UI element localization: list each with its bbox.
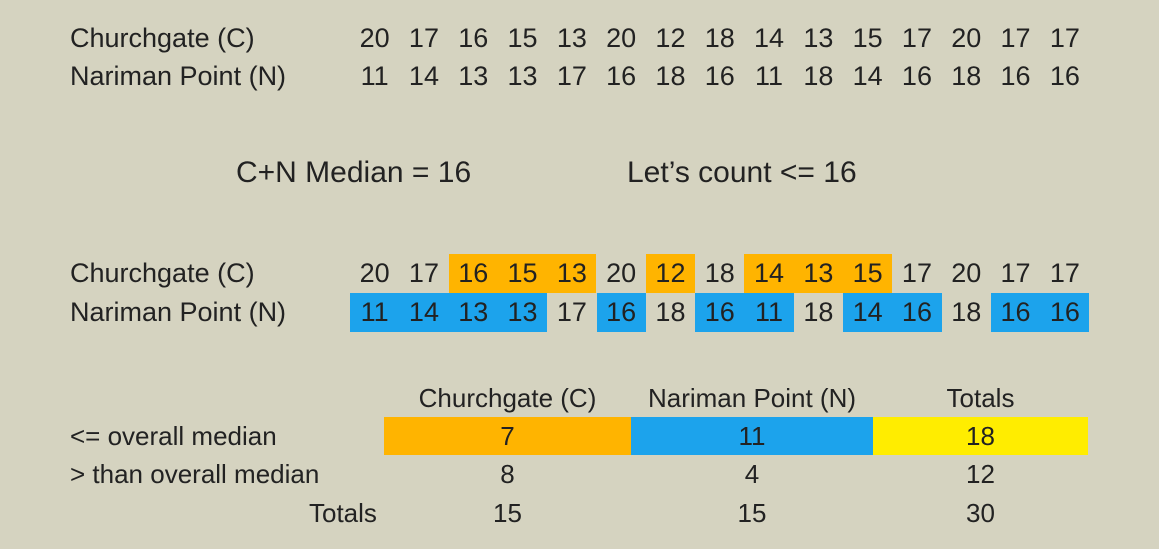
value-cell: 15	[497, 254, 548, 293]
table-header-row: Churchgate (C) Nariman Point (N) Totals	[0, 379, 1159, 417]
value-cell: 18	[655, 61, 686, 91]
value-cell: 16	[606, 61, 637, 91]
value-cell: 13	[803, 23, 834, 53]
value-cell: 16	[990, 293, 1041, 332]
cell-totals-nariman: 15	[737, 498, 767, 528]
cell-below-churchgate: 7	[384, 417, 631, 455]
value-cell: 13	[507, 61, 538, 91]
value-cell: 17	[556, 61, 587, 91]
value-cell: 17	[1049, 258, 1080, 288]
value-cell: 17	[901, 23, 932, 53]
value-cell: 17	[556, 297, 587, 327]
median-statement: C+N Median = 16	[236, 156, 472, 189]
value-cell: 20	[359, 23, 390, 53]
value-cell: 15	[843, 254, 893, 293]
value-cell: 11	[744, 293, 794, 332]
cell-below-totals: 18	[873, 417, 1088, 455]
value-cell: 14	[399, 293, 449, 332]
value-cell: 18	[704, 23, 735, 53]
value-cell: 16	[901, 61, 932, 91]
value-cell: 20	[951, 23, 982, 53]
cell-totals-totals: 30	[966, 498, 995, 528]
highlight-churchgate-label: Churchgate (C)	[70, 258, 255, 288]
cell-above-nariman: 4	[744, 459, 760, 489]
highlight-nariman-label: Nariman Point (N)	[70, 297, 287, 327]
value-cell: 11	[350, 293, 400, 332]
value-cell: 14	[744, 254, 794, 293]
value-cell: 16	[704, 61, 735, 91]
table-row-totals: Totals 15 15 30	[0, 494, 1159, 532]
value-cell: 14	[408, 61, 439, 91]
value-cell: 14	[754, 23, 785, 53]
value-cell: 13	[556, 23, 587, 53]
top-nariman-label: Nariman Point (N)	[70, 61, 287, 91]
count-statement: Let’s count <= 16	[627, 156, 857, 189]
value-cell: 16	[1000, 61, 1031, 91]
table-row-below-median: <= overall median 7 11 18	[0, 417, 1159, 455]
value-cell: 18	[951, 61, 982, 91]
cell-above-churchgate: 8	[500, 459, 515, 489]
value-cell: 13	[448, 293, 498, 332]
value-cell: 11	[755, 61, 784, 91]
value-cell: 14	[852, 61, 883, 91]
value-cell: 17	[901, 258, 932, 288]
value-cell: 12	[645, 254, 696, 293]
value-cell: 16	[892, 293, 942, 332]
top-churchgate-label: Churchgate (C)	[70, 23, 255, 53]
value-cell: 20	[951, 258, 982, 288]
value-cell: 18	[803, 297, 834, 327]
value-cell: 16	[1049, 61, 1080, 91]
table-row-above-median: > than overall median 8 4 12	[0, 455, 1159, 493]
value-cell: 11	[360, 61, 389, 91]
value-cell: 20	[359, 258, 390, 288]
cell-totals-churchgate: 15	[493, 498, 522, 528]
value-cell: 20	[606, 23, 637, 53]
value-cell: 14	[843, 293, 893, 332]
row-label-below-median: <= overall median	[70, 421, 277, 451]
value-cell: 18	[704, 258, 735, 288]
value-cell: 17	[1049, 23, 1080, 53]
value-cell: 18	[803, 61, 834, 91]
value-cell: 13	[497, 293, 548, 332]
value-cell: 17	[1000, 258, 1031, 288]
value-cell: 16	[596, 293, 646, 332]
value-cell: 16	[458, 23, 489, 53]
cell-below-nariman: 11	[631, 417, 873, 455]
value-cell: 16	[1040, 293, 1090, 332]
table-header-churchgate: Churchgate (C)	[418, 383, 597, 413]
value-cell: 15	[507, 23, 538, 53]
value-cell: 18	[655, 297, 686, 327]
table-header-nariman: Nariman Point (N)	[647, 383, 857, 413]
table-header-totals: Totals	[946, 383, 1015, 413]
row-label-totals: Totals	[309, 498, 377, 528]
value-cell: 13	[547, 254, 597, 293]
value-cell: 18	[951, 297, 982, 327]
value-cell: 16	[448, 254, 498, 293]
value-cell: 17	[408, 23, 439, 53]
row-label-above-median: > than overall median	[70, 459, 320, 489]
cell-above-totals: 12	[966, 459, 995, 489]
value-cell: 13	[793, 254, 843, 293]
value-cell: 17	[408, 258, 439, 288]
value-cell: 12	[655, 23, 686, 53]
value-cell: 20	[606, 258, 637, 288]
value-cell: 17	[1000, 23, 1031, 53]
value-cell: 13	[458, 61, 489, 91]
value-cell: 16	[695, 293, 745, 332]
value-cell: 15	[852, 23, 883, 53]
